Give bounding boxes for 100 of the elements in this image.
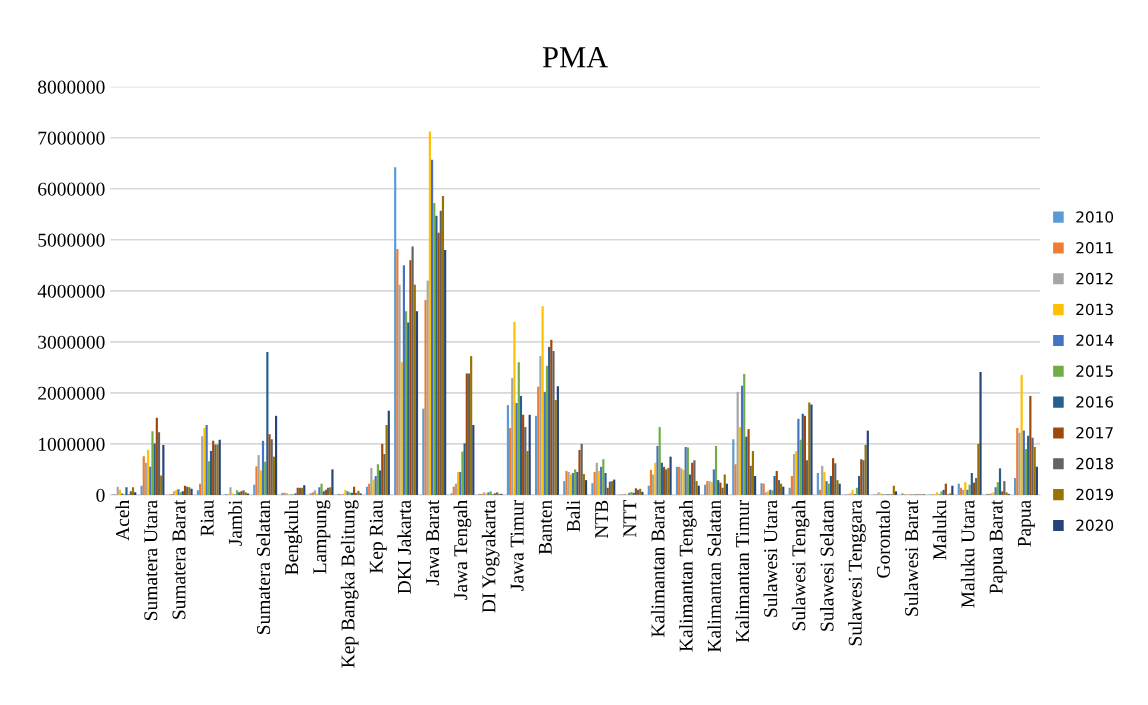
bar xyxy=(747,429,750,495)
bar xyxy=(517,362,520,495)
x-tick-label: Bali xyxy=(566,500,581,532)
bar xyxy=(387,410,390,495)
bar xyxy=(944,483,947,495)
bar xyxy=(515,403,518,495)
bar xyxy=(743,373,746,495)
bar xyxy=(1029,395,1032,495)
bar xyxy=(858,476,861,495)
bar xyxy=(806,460,809,495)
y-tick-label: 1000000 xyxy=(39,437,105,451)
x-tick-label: Maluku xyxy=(932,500,947,560)
bar xyxy=(1018,432,1021,495)
legend-label: 2019 xyxy=(1076,488,1114,501)
x-tick-label: Sulawesi Selatan xyxy=(819,500,834,631)
bar xyxy=(754,476,757,495)
x-tick-label: DI Yogyakarta xyxy=(481,500,500,613)
bar xyxy=(604,472,607,495)
bar xyxy=(563,481,566,495)
bar xyxy=(407,322,410,495)
x-tick-label: Papua xyxy=(1017,500,1035,547)
y-tick-label: 5000000 xyxy=(38,233,105,247)
x-tick-label: Bengkulu xyxy=(284,500,303,575)
bar xyxy=(773,476,776,495)
bar xyxy=(647,485,650,495)
bar xyxy=(463,443,466,495)
bar xyxy=(697,485,700,495)
bar xyxy=(318,487,321,495)
legend-label: 2015 xyxy=(1076,365,1113,377)
bar xyxy=(994,487,997,495)
x-tick-label: Maluku Utara xyxy=(960,500,975,608)
x-tick-label: Sulawesi Barat xyxy=(904,499,919,616)
bar xyxy=(415,311,419,495)
bar xyxy=(539,356,542,495)
bar xyxy=(723,474,726,495)
bar xyxy=(435,215,438,495)
bar xyxy=(268,434,271,495)
x-tick-label: Sulawesi Tenggara xyxy=(848,500,866,646)
bar xyxy=(402,265,405,495)
bar xyxy=(218,439,221,495)
x-tick-label: Jambi xyxy=(228,500,242,546)
bar xyxy=(602,459,605,495)
x-tick-label: Kalimantan Barat xyxy=(650,499,665,637)
bar xyxy=(439,210,442,495)
bar xyxy=(378,470,382,495)
bar xyxy=(196,490,200,495)
bar xyxy=(253,484,256,495)
bar xyxy=(597,470,601,495)
x-tick-label: Sumatera Selatan xyxy=(256,500,271,634)
x-tick-label: NTB xyxy=(595,500,609,539)
bar xyxy=(153,443,156,495)
bar xyxy=(229,487,232,495)
y-tick-label: 4000000 xyxy=(37,284,105,298)
bar xyxy=(745,436,748,495)
bar xyxy=(1024,448,1028,495)
bar xyxy=(582,473,585,495)
y-tick-label: 0 xyxy=(96,488,105,502)
chart-title: PMA xyxy=(542,47,609,68)
bar xyxy=(522,414,525,495)
bar xyxy=(134,492,137,495)
x-tick-label: Sulawesi Tengah xyxy=(791,500,810,631)
x-tick-label: Kalimantan Selatan xyxy=(707,500,721,653)
bar xyxy=(537,386,540,495)
bar xyxy=(957,483,960,495)
bar xyxy=(508,428,512,495)
bar xyxy=(725,483,729,495)
legend-label: 2011 xyxy=(1076,242,1113,254)
legend-label: 2016 xyxy=(1076,396,1114,408)
bar xyxy=(834,463,837,495)
bar xyxy=(749,465,752,495)
bar xyxy=(426,280,429,495)
x-tick-label: Lampung xyxy=(313,500,331,574)
bar xyxy=(266,352,269,495)
bar xyxy=(968,484,971,495)
bar xyxy=(654,462,657,495)
bar xyxy=(394,167,397,495)
bar xyxy=(658,427,661,495)
bar xyxy=(157,432,161,495)
bar xyxy=(951,485,954,495)
bar xyxy=(199,483,202,495)
bar xyxy=(996,482,999,495)
y-tick-label: 8000000 xyxy=(38,80,105,94)
bar xyxy=(829,476,833,495)
bar xyxy=(428,131,431,495)
bar xyxy=(142,456,145,495)
bar xyxy=(398,284,401,495)
bar xyxy=(437,232,440,495)
bar xyxy=(751,451,755,495)
bar xyxy=(578,450,581,495)
x-tick-label: Kep Riau xyxy=(369,500,387,574)
x-tick-label: Sumatera Utara xyxy=(144,500,158,620)
legend-label: 2018 xyxy=(1076,457,1114,470)
x-tick-label: Aceh xyxy=(115,500,130,541)
bar xyxy=(209,451,213,495)
bar xyxy=(385,425,388,495)
bar xyxy=(1022,430,1025,495)
bar xyxy=(816,472,819,495)
bar xyxy=(162,444,165,495)
bar xyxy=(207,461,210,495)
bar xyxy=(524,427,527,495)
